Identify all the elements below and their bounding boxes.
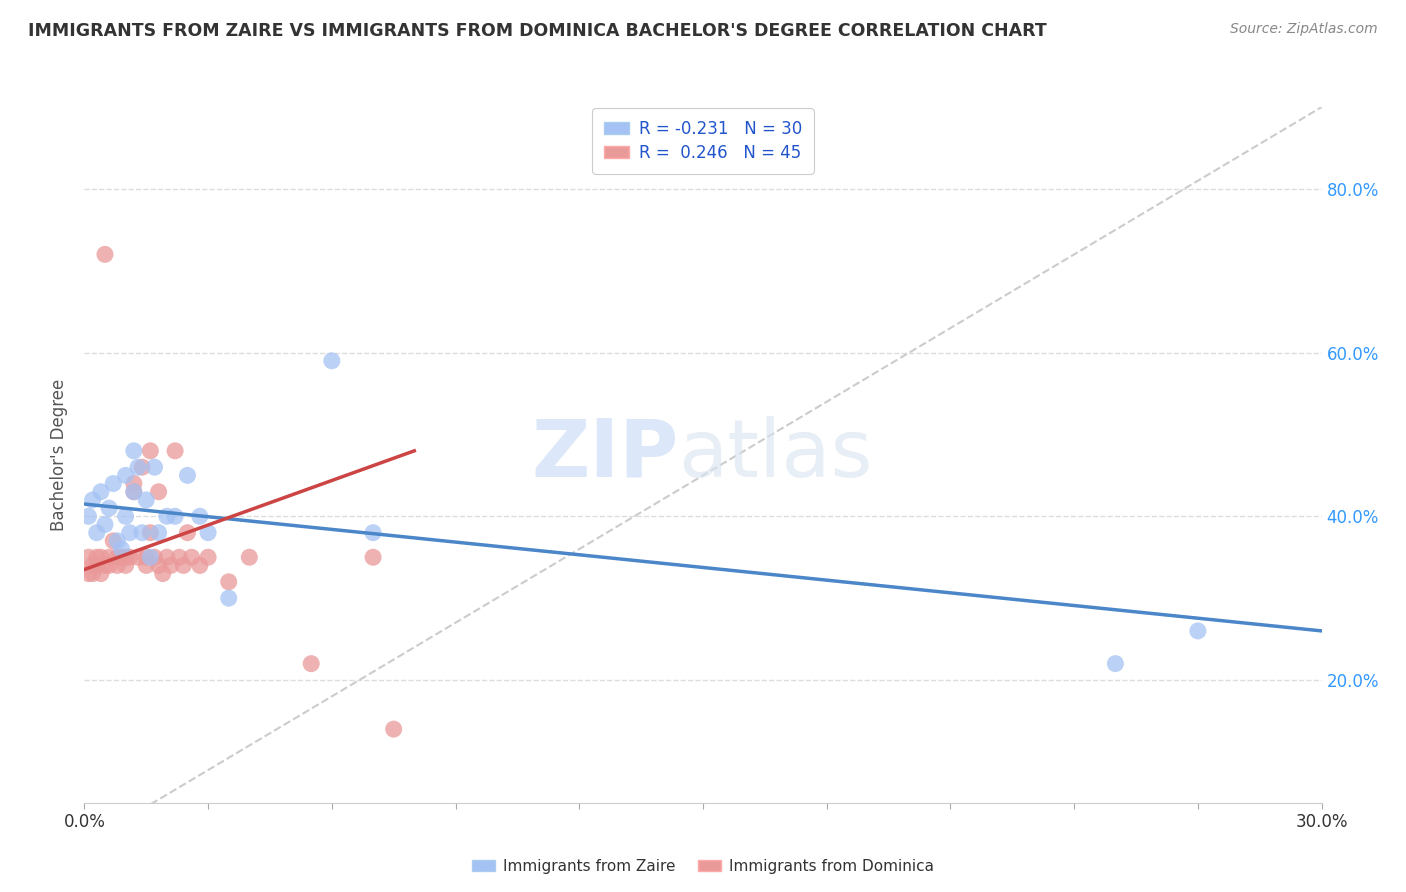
Point	[110, 542, 132, 557]
Point	[382, 722, 405, 736]
Point	[103, 476, 125, 491]
Point	[105, 533, 128, 548]
Point	[114, 468, 136, 483]
Point	[86, 525, 108, 540]
Point	[172, 558, 194, 573]
Point	[103, 533, 125, 548]
Text: atlas: atlas	[678, 416, 873, 494]
Point	[90, 484, 112, 499]
Point	[139, 525, 162, 540]
Point	[148, 558, 170, 573]
Point	[135, 550, 157, 565]
Point	[299, 657, 322, 671]
Point	[127, 460, 149, 475]
Point	[82, 492, 104, 507]
Point	[188, 509, 211, 524]
Point	[118, 550, 141, 565]
Text: Source: ZipAtlas.com: Source: ZipAtlas.com	[1230, 22, 1378, 37]
Point	[165, 509, 187, 524]
Point	[77, 509, 100, 524]
Point	[118, 525, 141, 540]
Point	[98, 558, 121, 573]
Point	[321, 353, 343, 368]
Point	[188, 558, 211, 573]
Point	[114, 550, 136, 565]
Point	[180, 550, 202, 565]
Point	[165, 443, 187, 458]
Point	[122, 443, 145, 458]
Point	[127, 550, 149, 565]
Point	[98, 550, 121, 565]
Point	[197, 525, 219, 540]
Point	[122, 476, 145, 491]
Point	[1104, 657, 1126, 671]
Point	[139, 443, 162, 458]
Y-axis label: Bachelor's Degree: Bachelor's Degree	[51, 379, 69, 531]
Point	[114, 509, 136, 524]
Point	[361, 550, 384, 565]
Point	[90, 566, 112, 581]
Legend: Immigrants from Zaire, Immigrants from Dominica: Immigrants from Zaire, Immigrants from D…	[467, 853, 939, 880]
Point	[156, 509, 179, 524]
Text: ZIP: ZIP	[531, 416, 678, 494]
Point	[122, 484, 145, 499]
Point	[176, 468, 198, 483]
Point	[110, 550, 132, 565]
Point	[1187, 624, 1209, 638]
Point	[131, 525, 153, 540]
Point	[105, 558, 128, 573]
Point	[90, 550, 112, 565]
Point	[139, 550, 162, 565]
Point	[238, 550, 260, 565]
Point	[98, 501, 121, 516]
Text: IMMIGRANTS FROM ZAIRE VS IMMIGRANTS FROM DOMINICA BACHELOR'S DEGREE CORRELATION : IMMIGRANTS FROM ZAIRE VS IMMIGRANTS FROM…	[28, 22, 1047, 40]
Point	[218, 574, 240, 589]
Point	[131, 460, 153, 475]
Point	[156, 550, 179, 565]
Point	[82, 566, 104, 581]
Point	[176, 525, 198, 540]
Point	[86, 550, 108, 565]
Point	[143, 460, 166, 475]
Point	[77, 550, 100, 565]
Point	[361, 525, 384, 540]
Point	[114, 558, 136, 573]
Point	[122, 484, 145, 499]
Point	[218, 591, 240, 606]
Point	[135, 492, 157, 507]
Point	[160, 558, 183, 573]
Point	[94, 247, 117, 261]
Point	[86, 558, 108, 573]
Point	[77, 566, 100, 581]
Point	[105, 550, 128, 565]
Point	[152, 566, 174, 581]
Point	[197, 550, 219, 565]
Point	[135, 558, 157, 573]
Point	[94, 517, 117, 532]
Point	[143, 550, 166, 565]
Point	[148, 484, 170, 499]
Point	[167, 550, 190, 565]
Point	[82, 558, 104, 573]
Point	[148, 525, 170, 540]
Legend: R = -0.231   N = 30, R =  0.246   N = 45: R = -0.231 N = 30, R = 0.246 N = 45	[592, 109, 814, 174]
Point	[94, 558, 117, 573]
